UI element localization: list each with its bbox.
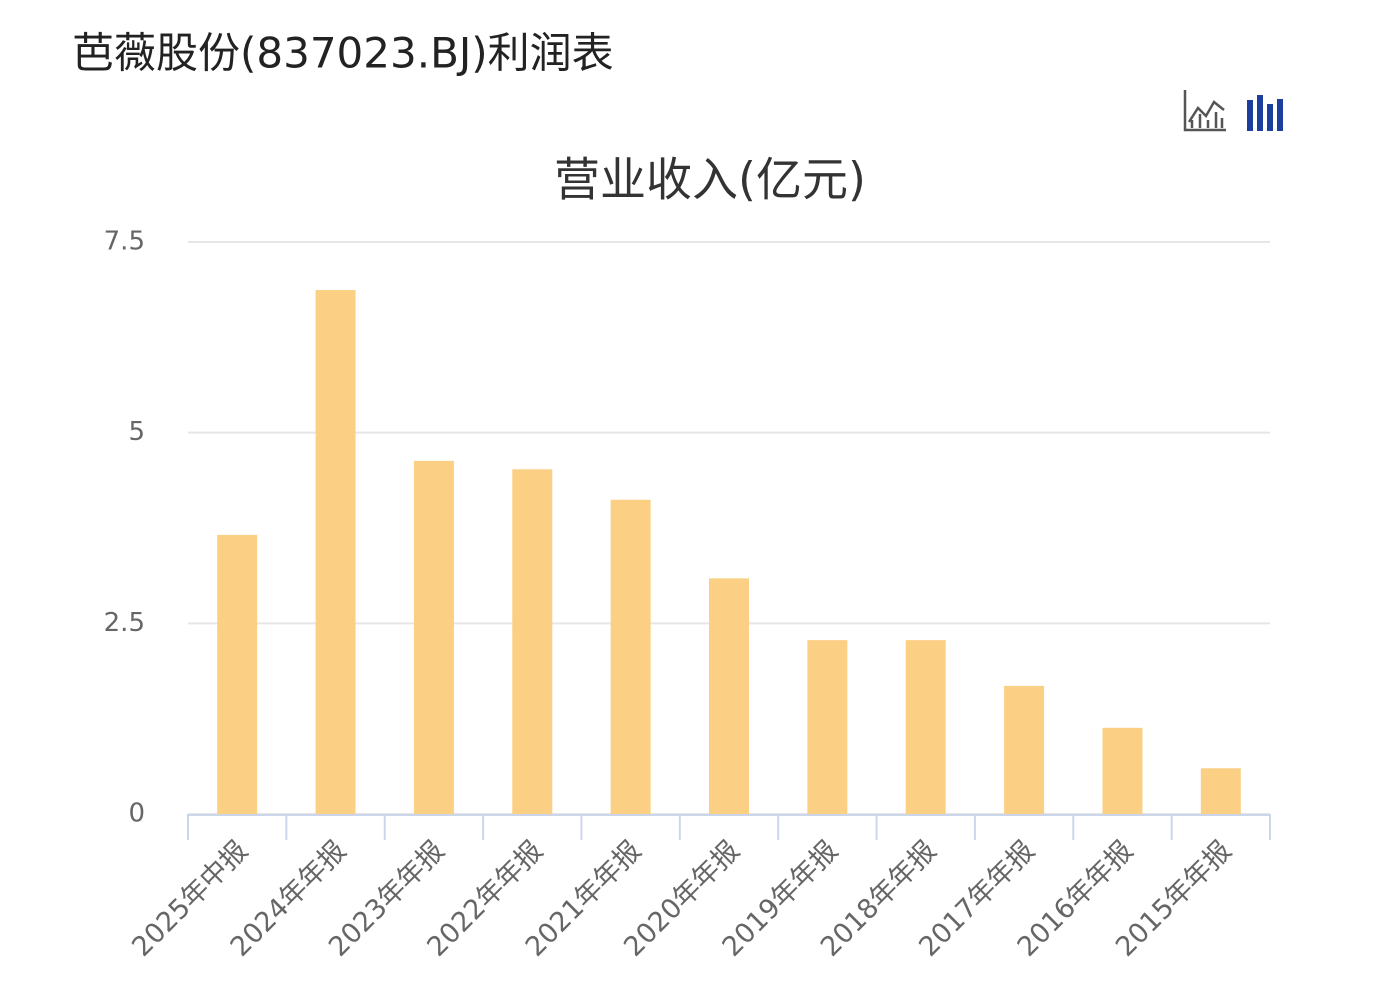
y-tick-label: 7.5 <box>104 227 145 257</box>
y-tick-label: 2.5 <box>104 608 145 638</box>
page-title: 芭薇股份(837023.BJ)利润表 <box>72 29 614 78</box>
bar <box>1102 727 1143 814</box>
y-tick-label: 0 <box>128 799 145 829</box>
bar-chart-toggle[interactable] <box>1247 95 1283 131</box>
bar <box>709 578 749 814</box>
bar <box>807 640 848 814</box>
bar <box>905 640 946 814</box>
bar <box>413 460 454 814</box>
chart-title: 营业收入(亿元) <box>554 153 866 207</box>
y-tick-label: 5 <box>128 417 145 447</box>
line-chart-toggle[interactable] <box>1183 90 1226 132</box>
bar <box>217 534 258 814</box>
bar <box>315 290 356 815</box>
bar <box>1200 768 1241 814</box>
bar <box>610 499 651 814</box>
bar <box>1004 685 1045 814</box>
bar <box>512 469 553 814</box>
